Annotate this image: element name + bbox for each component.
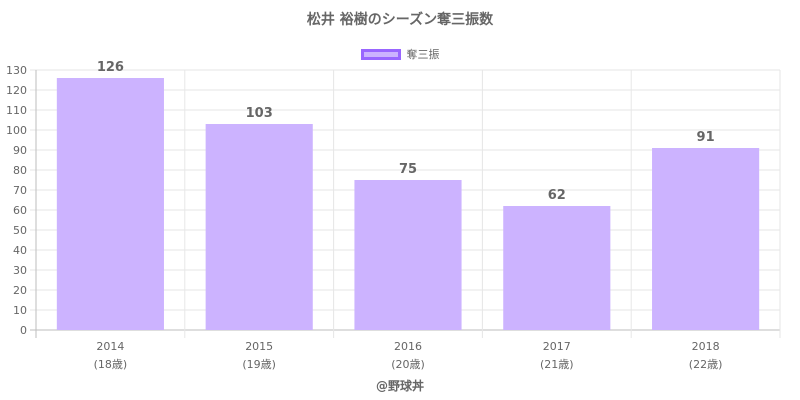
x-tick-sublabel: (21歳) — [540, 358, 574, 371]
x-tick-label: 2015 — [245, 340, 273, 353]
y-tick-label: 60 — [13, 204, 27, 217]
credit-text: @野球丼 — [375, 379, 424, 393]
y-tick-label: 110 — [6, 104, 27, 117]
y-tick-label: 120 — [6, 84, 27, 97]
y-tick-label: 100 — [6, 124, 27, 137]
legend-swatch — [360, 48, 401, 60]
x-tick-label: 2017 — [543, 340, 571, 353]
bars — [56, 78, 760, 330]
legend-label: 奪三振 — [406, 48, 440, 61]
y-tick-label: 20 — [13, 284, 27, 297]
y-tick-label: 30 — [13, 264, 27, 277]
data-label-2017: 62 — [548, 188, 566, 203]
labels: 0 10 20 30 40 50 60 70 80 90 100 110 120 130 126 2014 (1… — [6, 60, 722, 371]
bar-2014 — [56, 78, 164, 330]
y-tick-label: 130 — [6, 64, 27, 77]
data-label-2014: 126 — [97, 60, 124, 75]
chart-title: 松井 裕樹のシーズン奪三振数 — [306, 12, 494, 28]
bar-2016 — [354, 180, 462, 330]
x-tick-label: 2014 — [96, 340, 124, 353]
legend: 奪三振 — [0, 46, 800, 62]
bar-2017 — [503, 206, 611, 330]
y-tick-label: 50 — [13, 224, 27, 237]
bar-2015 — [205, 124, 313, 330]
x-tick-sublabel: (19歳) — [242, 358, 276, 371]
y-tick-label: 0 — [20, 324, 27, 337]
y-tick-label: 40 — [13, 244, 27, 257]
x-tick-sublabel: (22歳) — [689, 358, 723, 371]
y-tick-label: 90 — [13, 144, 27, 157]
x-tick-sublabel: (18歳) — [94, 358, 128, 371]
data-label-2016: 75 — [399, 162, 417, 177]
bar-2018 — [652, 148, 760, 330]
x-tick-label: 2018 — [692, 340, 720, 353]
y-tick-label: 80 — [13, 164, 27, 177]
x-tick-label: 2016 — [394, 340, 422, 353]
y-tick-label: 70 — [13, 184, 27, 197]
x-tick-sublabel: (20歳) — [391, 358, 425, 371]
data-label-2018: 91 — [697, 130, 715, 145]
y-tick-label: 10 — [13, 304, 27, 317]
data-label-2015: 103 — [246, 106, 273, 121]
